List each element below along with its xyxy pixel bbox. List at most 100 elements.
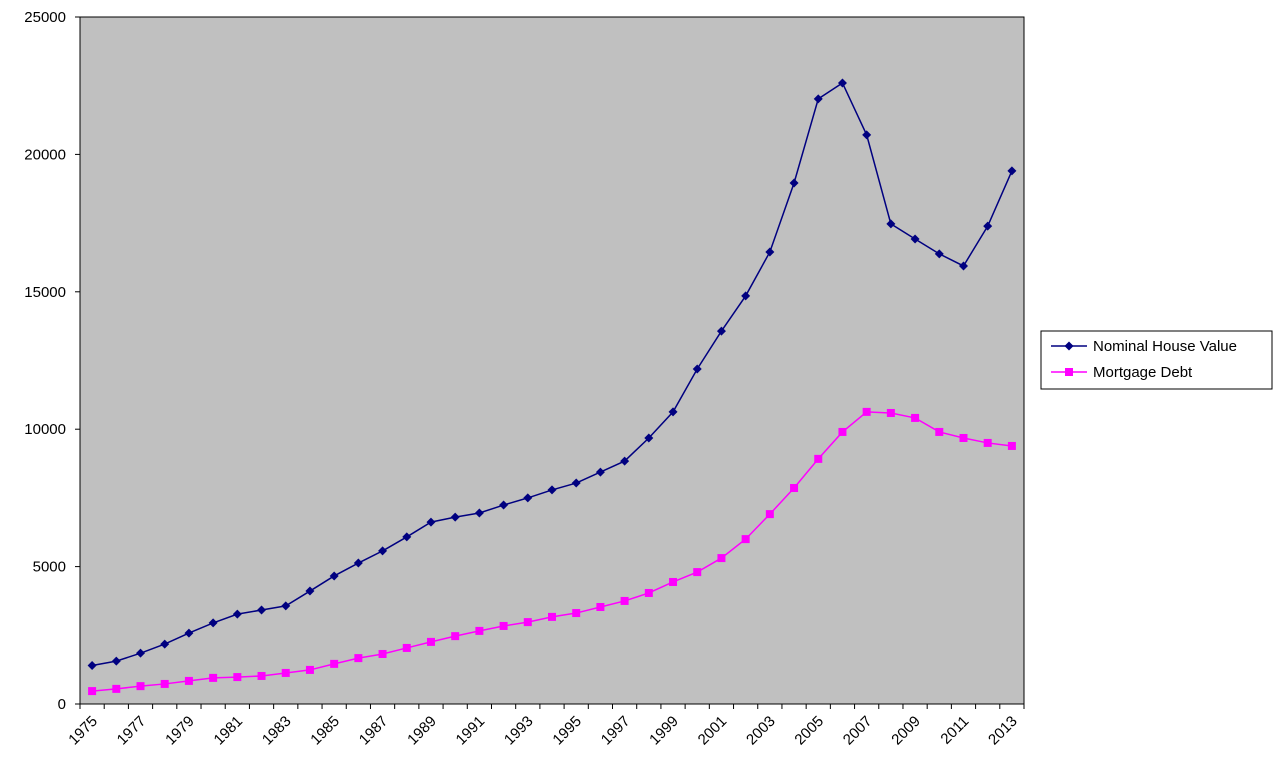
data-point [716, 326, 726, 336]
data-point [426, 517, 436, 527]
x-tick-label: 2011 [937, 713, 972, 748]
data-point [886, 219, 896, 229]
x-tick-label: 1977 [114, 713, 150, 749]
data-point [983, 438, 992, 447]
data-point [910, 234, 920, 244]
data-point [644, 433, 654, 443]
data-point [402, 643, 411, 652]
data-point [620, 596, 629, 605]
data-point [958, 261, 968, 271]
data-point [620, 456, 630, 466]
data-point [136, 682, 145, 691]
data-point [232, 609, 242, 619]
plot-area [79, 16, 1025, 705]
data-point [305, 665, 314, 674]
x-tick-label: 1987 [356, 713, 392, 749]
x-tick-label: 1979 [162, 713, 198, 749]
data-point [523, 618, 532, 627]
data-point [1007, 166, 1017, 176]
data-point [184, 676, 193, 685]
data-point [474, 508, 484, 518]
legend-label: Nominal House Value [1093, 338, 1237, 355]
data-point [693, 568, 702, 577]
data-point [741, 291, 751, 301]
data-point [838, 427, 847, 436]
data-point [329, 571, 339, 581]
data-point [257, 605, 267, 615]
data-point [257, 671, 266, 680]
data-point [378, 649, 387, 658]
data-point [717, 554, 726, 563]
data-point [644, 588, 653, 597]
x-tick-label: 2007 [840, 713, 876, 749]
x-tick-label: 1975 [65, 713, 101, 749]
x-tick-label: 2001 [695, 713, 731, 749]
data-point [741, 535, 750, 544]
data-point [330, 659, 339, 668]
data-point [862, 130, 872, 140]
legend-label: Mortgage Debt [1093, 364, 1193, 381]
data-point [499, 621, 508, 630]
data-point [547, 485, 557, 495]
data-point [959, 433, 968, 442]
data-point [281, 601, 291, 611]
data-point [934, 249, 944, 259]
data-point [209, 673, 218, 682]
data-point [305, 586, 315, 596]
data-point [136, 648, 146, 658]
data-point [160, 639, 170, 649]
data-point [112, 684, 121, 693]
data-point [426, 637, 435, 646]
y-tick-label: 25000 [24, 9, 66, 26]
x-tick-label: 2003 [743, 713, 779, 749]
data-point [572, 609, 581, 618]
data-point [354, 654, 363, 663]
data-point [935, 427, 944, 436]
data-point [595, 467, 605, 477]
y-tick-label: 0 [58, 696, 66, 713]
data-point [765, 510, 774, 519]
x-tick-label: 2013 [985, 713, 1021, 749]
data-point [571, 478, 581, 488]
x-tick-label: 2005 [791, 713, 827, 749]
data-point [499, 500, 509, 510]
data-point [88, 687, 97, 696]
data-point [87, 661, 97, 671]
x-tick-label: 1993 [501, 713, 537, 749]
x-tick-label: 1985 [307, 713, 343, 749]
legend-box [1040, 330, 1273, 390]
y-tick-label: 15000 [24, 284, 66, 301]
data-point [911, 413, 920, 422]
x-tick-label: 1989 [404, 713, 440, 749]
data-point [669, 577, 678, 586]
data-point [596, 602, 605, 611]
x-tick-label: 1995 [549, 713, 585, 749]
data-point [668, 407, 678, 417]
data-point [814, 454, 823, 463]
data-point [886, 408, 895, 417]
data-point [281, 668, 290, 677]
x-tick-label: 1983 [259, 713, 295, 749]
data-point [983, 221, 993, 231]
data-point [208, 618, 218, 628]
data-point [233, 673, 242, 682]
data-point [813, 94, 823, 104]
y-tick-label: 5000 [33, 559, 66, 576]
data-point [111, 656, 121, 666]
data-point [1064, 341, 1074, 351]
data-point [523, 493, 533, 503]
data-point [378, 546, 388, 556]
y-tick-label: 10000 [24, 421, 66, 438]
data-point [790, 484, 799, 493]
data-point [837, 78, 847, 88]
x-tick-label: 1981 [211, 713, 247, 749]
data-point [1065, 368, 1073, 376]
data-point [160, 679, 169, 688]
data-point [765, 247, 775, 257]
data-point [451, 632, 460, 641]
data-point [1007, 441, 1016, 450]
x-tick-label: 1999 [646, 713, 682, 749]
data-point [353, 558, 363, 568]
y-tick-label: 20000 [24, 146, 66, 163]
